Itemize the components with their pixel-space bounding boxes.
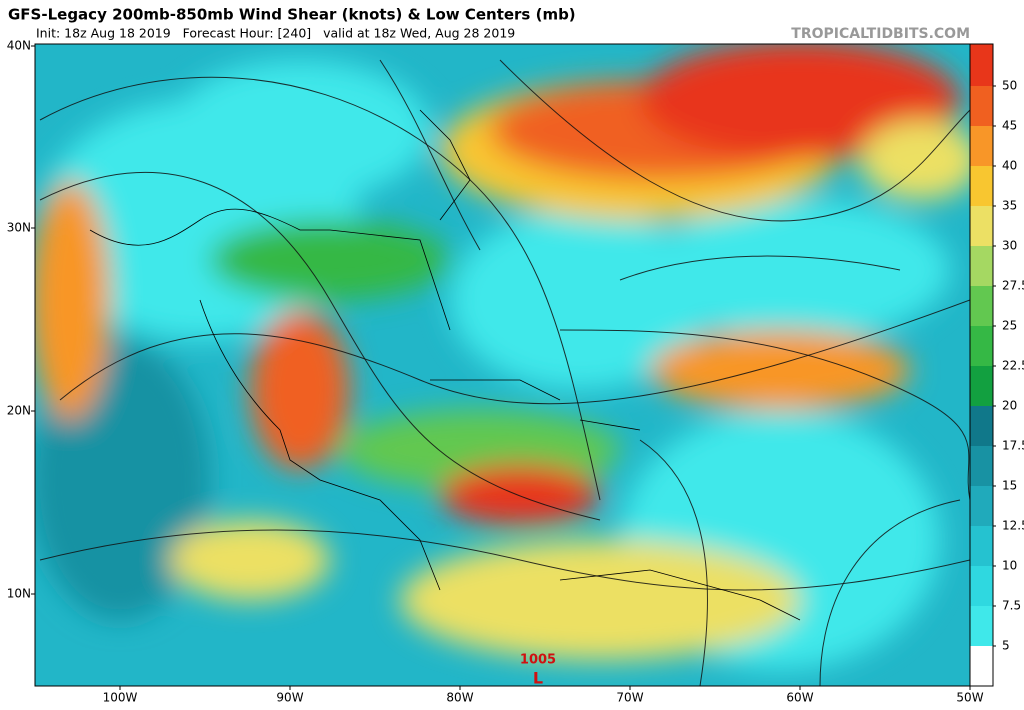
colorbar-label: 7.5 [1002,599,1021,613]
colorbar-label: 35 [1002,199,1017,213]
colorbar-frame [969,43,994,687]
lon-label: 90W [276,691,303,705]
colorbar-segment [970,86,993,126]
colorbar-segment [970,126,993,166]
colorbar-segment [970,286,993,326]
colorbar-segment [970,44,993,86]
colorbar-label: 15 [1002,479,1017,493]
colorbar-label: 5 [1002,639,1010,653]
title: GFS-Legacy 200mb-850mb Wind Shear (knots… [8,6,576,24]
colorbar-segment [970,326,993,366]
colorbar-segment [970,366,993,406]
shear-map [35,44,970,686]
colorbar-segment [970,166,993,206]
colorbar-segment [970,566,993,606]
low-symbol: L [533,669,543,688]
colorbar-label: 40 [1002,159,1017,173]
lat-label: 40N [7,39,31,53]
colorbar-label: 45 [1002,119,1017,133]
colorbar-label: 12.5 [1002,519,1024,533]
colorbar-label: 17.5 [1002,439,1024,453]
streamlines [39,59,970,686]
colorbar-segment [970,646,993,686]
lat-label: 10N [7,587,31,601]
colorbar-segment [970,486,993,526]
lat-label: 30N [7,221,31,235]
colorbar-segment [970,446,993,486]
colorbar-segment [970,206,993,246]
colorbar-segment [970,246,993,286]
subtitle: Init: 18z Aug 18 2019 Forecast Hour: [24… [36,26,515,41]
colorbar-label: 30 [1002,239,1017,253]
colorbar-label: 22.5 [1002,359,1024,373]
lon-label: 70W [616,691,643,705]
colorbar-segment [970,526,993,566]
colorbar-label: 27.5 [1002,279,1024,293]
colorbar-segment [970,606,993,646]
colorbar-label: 25 [1002,319,1017,333]
lon-label: 80W [446,691,473,705]
colorbar-label: 20 [1002,399,1017,413]
colorbar-label: 10 [1002,559,1017,573]
coastlines [89,109,801,621]
lon-label: 60W [786,691,813,705]
lon-label: 50W [956,691,983,705]
colorbar-label: 50 [1002,79,1017,93]
colorbar-segment [970,406,993,446]
credit: TROPICALTIDBITS.COM [791,26,970,42]
lat-label: 20N [7,404,31,418]
low-pressure: 1005 [520,653,556,668]
lon-label: 100W [103,691,138,705]
